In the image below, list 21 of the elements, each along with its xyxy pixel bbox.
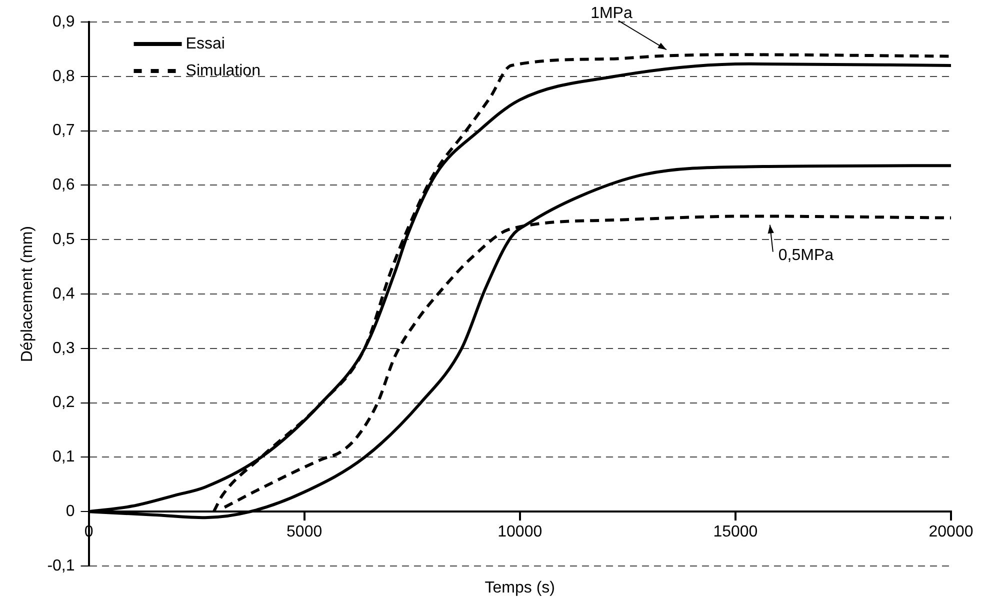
x-axis-title: Temps (s)	[484, 579, 555, 596]
y-tick-label: 0,5	[52, 231, 75, 248]
x-tick-label: 10000	[498, 524, 542, 541]
y-tick-label: 0	[66, 503, 75, 520]
x-tick-label: 5000	[286, 524, 322, 541]
legend-label: Essai	[186, 35, 225, 52]
y-tick-label: 0,4	[52, 285, 75, 302]
y-axis-title: Déplacement (mm)	[19, 226, 36, 362]
y-tick-label: 0,6	[52, 176, 75, 194]
annotation: 0,5MPa	[778, 247, 834, 264]
y-tick-label: -0,1	[47, 557, 75, 574]
y-tick-label: 0,2	[52, 394, 75, 412]
y-tick-label: 0,1	[52, 448, 75, 466]
y-tick-label: 0,9	[52, 13, 75, 30]
annotation: 1MPa	[590, 5, 632, 22]
x-tick-label: 15000	[713, 524, 758, 541]
y-tick-label: 0,8	[52, 68, 75, 85]
y-tick-label: 0,7	[52, 122, 75, 140]
y-tick-label: 0,3	[52, 340, 75, 357]
x-tick-label: 20000	[928, 524, 974, 541]
legend-label: Simulation	[186, 62, 260, 80]
